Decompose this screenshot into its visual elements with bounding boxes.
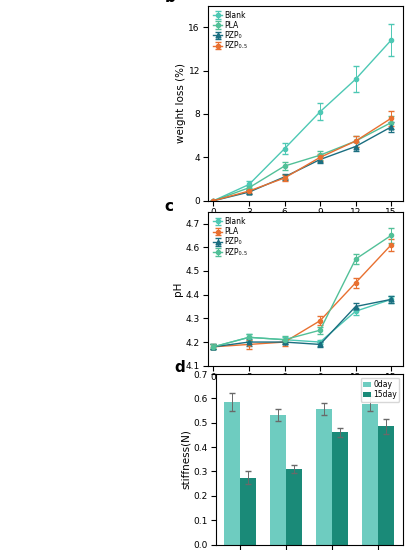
Y-axis label: weight loss (%): weight loss (%)	[176, 63, 186, 143]
Bar	[316, 409, 333, 544]
X-axis label: Time (days): Time (days)	[275, 385, 336, 395]
Text: d: d	[175, 360, 185, 375]
X-axis label: Time (days): Time (days)	[275, 220, 336, 230]
Legend: Blank, PLA, PZP₀, PZP₀.₅: Blank, PLA, PZP₀, PZP₀.₅	[211, 9, 249, 52]
Bar	[270, 415, 286, 544]
Y-axis label: stiffness(N): stiffness(N)	[181, 430, 191, 489]
Bar	[362, 404, 379, 544]
Bar	[333, 432, 348, 544]
Text: b: b	[164, 0, 175, 5]
Bar	[379, 426, 394, 544]
Legend: 0day, 15day: 0day, 15day	[361, 378, 399, 402]
Legend: Blank, PLA, PZP₀, PZP₀.₅: Blank, PLA, PZP₀, PZP₀.₅	[211, 216, 249, 258]
Bar	[224, 402, 240, 544]
Bar	[286, 469, 302, 544]
Y-axis label: pH: pH	[173, 282, 183, 296]
Text: c: c	[164, 200, 174, 215]
Bar	[240, 477, 256, 544]
Text: a: a	[4, 11, 14, 26]
